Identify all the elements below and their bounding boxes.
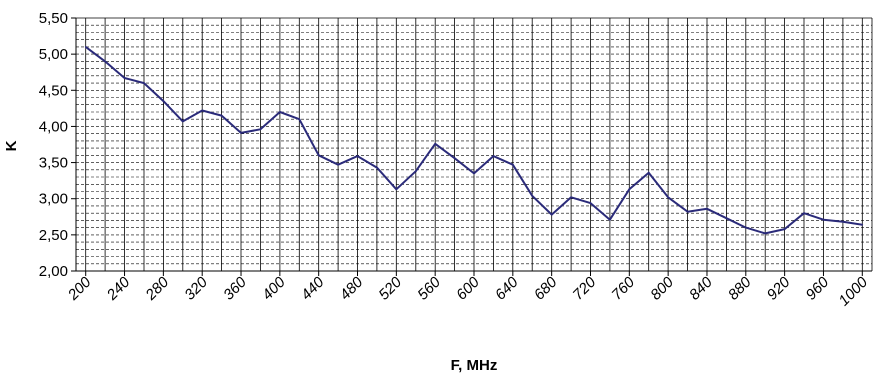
x-tick-label: 840	[686, 273, 716, 303]
x-tick-label: 1000	[836, 273, 872, 309]
data-point	[201, 109, 203, 112]
data-point	[337, 163, 339, 166]
data-point	[570, 196, 572, 199]
data-point	[512, 163, 514, 166]
x-tick-label: 920	[764, 273, 794, 303]
data-point	[84, 46, 87, 48]
data-point	[764, 232, 766, 235]
data-point	[453, 157, 456, 159]
data-point	[220, 114, 223, 117]
x-tick-label: 320	[181, 273, 211, 303]
x-tick-label: 680	[531, 273, 561, 303]
data-point	[123, 77, 126, 79]
data-point	[279, 111, 281, 113]
x-tick-label: 520	[375, 273, 405, 303]
data-point	[395, 188, 398, 191]
data-point	[376, 166, 378, 169]
data-point	[434, 143, 437, 145]
x-tick-label: 280	[142, 273, 173, 304]
grid	[76, 17, 873, 271]
data-point	[589, 202, 592, 204]
data-point	[143, 82, 145, 84]
y-tick-label: 2,00	[39, 263, 68, 280]
data-point	[745, 226, 747, 229]
data-point	[667, 196, 669, 199]
x-tick-label: 200	[64, 273, 95, 304]
y-tick-label: 5,00	[39, 46, 68, 63]
y-tick-label: 4,00	[39, 118, 68, 135]
data-point	[706, 208, 708, 210]
y-tick-label: 3,00	[39, 191, 68, 208]
x-tick-label: 800	[647, 273, 677, 303]
x-tick-label: 240	[103, 273, 134, 304]
data-point	[861, 223, 864, 226]
data-point	[162, 100, 165, 102]
y-tick-label: 4,50	[39, 82, 68, 99]
data-point	[415, 170, 417, 172]
data-point	[725, 217, 728, 219]
y-tick-label: 2,50	[39, 227, 68, 244]
x-axis-label: F, MHz	[451, 357, 498, 374]
y-tick-labels: 2,00 2,50 3,00 3,50 4,00 4,50 5,00 5,50	[39, 10, 76, 280]
y-tick-label: 3,50	[39, 155, 68, 172]
data-point	[783, 228, 786, 230]
data-point	[686, 210, 689, 213]
x-tick-label: 760	[608, 273, 638, 303]
data-point	[647, 171, 650, 174]
data-point	[473, 172, 475, 175]
x-tick-label: 440	[298, 273, 328, 303]
x-tick-label: 480	[337, 273, 367, 303]
x-tick-label: 640	[492, 273, 522, 303]
x-tick-label: 560	[414, 273, 444, 303]
data-point	[628, 188, 631, 191]
data-point	[317, 154, 320, 157]
y-tick-label: 5,50	[39, 10, 68, 27]
data-point	[531, 195, 533, 197]
data-point	[104, 60, 106, 63]
data-point	[550, 213, 553, 216]
x-tick-label: 360	[220, 273, 250, 303]
data-point	[298, 118, 301, 120]
x-tick-label: 400	[259, 273, 289, 303]
data-point	[492, 155, 495, 157]
data-point	[356, 155, 359, 157]
data-point	[182, 120, 184, 123]
x-tick-label: 600	[453, 273, 483, 303]
data-point	[240, 132, 242, 134]
y-axis-label: K	[3, 140, 20, 151]
x-tick-label: 720	[570, 273, 600, 303]
data-point	[822, 218, 825, 221]
series	[84, 46, 864, 235]
x-tick-label: 960	[803, 273, 833, 303]
data-point	[842, 221, 844, 223]
data-point	[259, 128, 262, 131]
x-tick-labels: 200 240 280 320 360 400 440 480 520 560 600 640 680 7…	[64, 271, 872, 309]
x-tick-label: 880	[725, 273, 755, 303]
data-point	[803, 212, 805, 214]
data-point	[609, 218, 611, 221]
